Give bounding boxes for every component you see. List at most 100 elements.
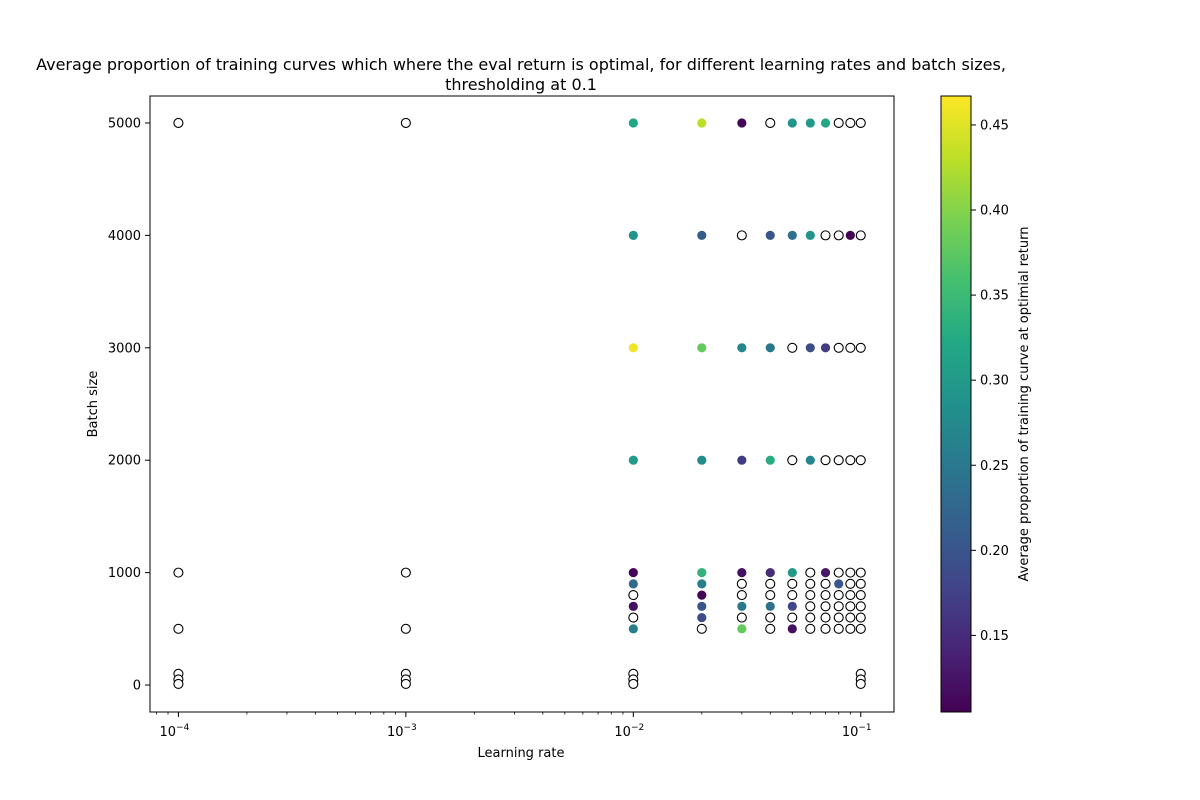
x-axis-ticks: 10−4 10−3 10−2 10−1 — [155, 712, 872, 740]
data-point — [805, 118, 815, 128]
data-point — [805, 343, 815, 353]
empty-point — [400, 678, 411, 689]
data-point — [737, 624, 747, 634]
empty-point — [805, 623, 816, 634]
y-axis-ticks: 0 1000 2000 3000 4000 5000 — [108, 116, 150, 694]
data-point — [628, 230, 638, 240]
empty-point — [787, 455, 798, 466]
colorbar-tick-label: 0.30 — [980, 374, 1009, 389]
data-point — [787, 624, 797, 634]
data-point — [697, 230, 707, 240]
empty-point — [833, 230, 844, 241]
empty-point — [765, 612, 776, 623]
empty-point — [855, 342, 866, 353]
empty-point — [833, 117, 844, 129]
empty-point — [736, 612, 747, 623]
empty-point — [845, 623, 856, 634]
data-point — [737, 118, 747, 128]
colorbar-label: Average proportion of training curve at … — [1017, 227, 1032, 582]
chart-title-line2: thresholding at 0.1 — [445, 75, 597, 94]
data-point — [628, 579, 638, 589]
empty-point — [833, 623, 844, 634]
empty-point — [805, 567, 816, 578]
empty-point — [833, 601, 844, 612]
data-points — [173, 117, 866, 689]
data-point — [628, 624, 638, 634]
data-point — [845, 230, 855, 240]
y-tick-label: 5000 — [108, 116, 141, 131]
empty-point — [845, 342, 856, 353]
empty-point — [805, 578, 816, 589]
empty-point — [805, 612, 816, 623]
data-point — [765, 601, 775, 611]
empty-point — [845, 117, 856, 129]
data-point — [820, 118, 831, 128]
data-point — [765, 230, 775, 240]
empty-point — [845, 612, 856, 623]
colorbar-tick-label: 0.15 — [980, 629, 1009, 644]
x-tick-label: 10−3 — [387, 723, 417, 740]
colorbar-tick-label: 0.20 — [980, 544, 1009, 559]
empty-point — [628, 612, 639, 623]
empty-point — [820, 601, 831, 612]
data-point — [765, 343, 775, 353]
data-point — [737, 455, 747, 465]
x-tick-label: 10−2 — [614, 723, 644, 740]
empty-point — [173, 117, 184, 129]
data-point — [805, 230, 815, 240]
data-point — [697, 455, 707, 465]
x-tick-label: 10−4 — [160, 723, 190, 740]
data-point — [628, 601, 638, 611]
empty-point — [736, 590, 747, 601]
empty-point — [787, 342, 798, 353]
empty-point — [400, 567, 411, 578]
empty-point — [833, 567, 844, 578]
y-tick-label: 0 — [133, 679, 141, 694]
empty-point — [400, 117, 411, 129]
colorbar-tick-label: 0.25 — [980, 459, 1009, 474]
empty-point — [833, 455, 844, 466]
empty-point — [820, 612, 831, 623]
y-tick-label: 3000 — [108, 341, 141, 356]
empty-point — [855, 590, 866, 601]
empty-point — [833, 342, 844, 353]
data-point — [628, 118, 638, 128]
empty-point — [855, 601, 866, 612]
empty-point — [696, 623, 707, 634]
empty-point — [787, 612, 798, 623]
data-point — [697, 579, 707, 589]
empty-point — [820, 623, 831, 634]
data-point — [787, 230, 797, 240]
data-point — [737, 343, 747, 353]
colorbar — [940, 95, 972, 713]
data-point — [697, 601, 707, 611]
empty-point — [833, 590, 844, 601]
empty-point — [805, 601, 816, 612]
empty-point — [736, 578, 747, 589]
empty-point — [855, 117, 866, 129]
data-point — [765, 455, 775, 465]
data-point — [820, 343, 831, 353]
empty-point — [765, 590, 776, 601]
empty-point — [736, 230, 747, 241]
data-point — [820, 568, 831, 578]
empty-point — [805, 590, 816, 601]
empty-point — [628, 678, 639, 689]
data-point — [697, 568, 707, 578]
empty-point — [845, 567, 856, 578]
empty-point — [787, 590, 798, 601]
y-axis-label: Batch size — [86, 371, 101, 438]
colorbar-tick-label: 0.45 — [980, 118, 1009, 133]
empty-point — [855, 455, 866, 466]
data-point — [737, 601, 747, 611]
data-point — [628, 343, 638, 353]
empty-point — [820, 455, 831, 466]
x-tick-label: 10−1 — [842, 723, 872, 740]
data-point — [834, 579, 844, 589]
colorbar-ticks: 0.15 0.20 0.25 0.30 0.35 0.40 0.45 — [971, 118, 1009, 644]
data-point — [787, 568, 797, 578]
empty-point — [173, 678, 184, 689]
chart-title-line1: Average proportion of training curves wh… — [36, 55, 1006, 74]
data-point — [628, 568, 638, 578]
